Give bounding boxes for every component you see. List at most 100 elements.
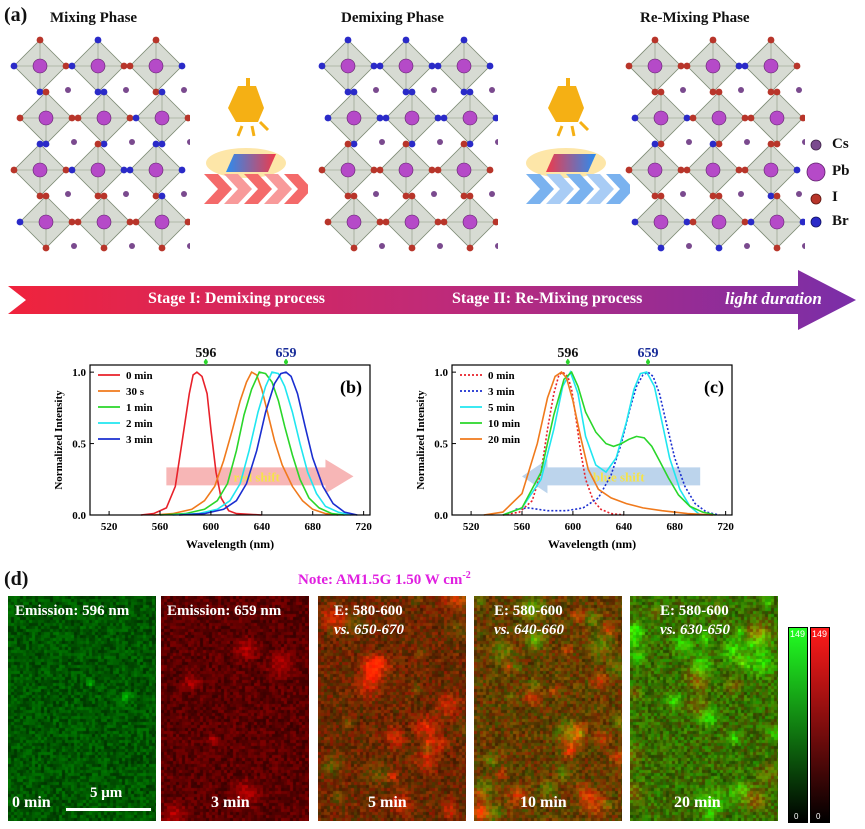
light-illumination-1	[206, 78, 286, 178]
legend-label: 10 min	[488, 418, 520, 430]
br-atom	[382, 114, 390, 122]
br-atom	[793, 166, 801, 174]
i-atom	[318, 166, 326, 174]
octahedron	[126, 140, 187, 200]
octahedron	[683, 36, 744, 96]
i-atom	[793, 62, 801, 70]
octahedron	[747, 192, 805, 252]
pb-atom	[456, 58, 472, 74]
y-tick-label: 1.0	[72, 367, 86, 379]
pl-map-0min: Emission: 596 nm 0 min 5 μm	[8, 596, 156, 821]
pb-atom	[705, 162, 721, 178]
cs-atom	[431, 87, 437, 93]
i-atom	[715, 192, 723, 200]
octahedron	[747, 88, 805, 148]
map-label: E: 580-600	[660, 603, 729, 619]
pb-atom	[711, 214, 727, 230]
x-tick-label: 520	[101, 521, 118, 533]
br-atom	[158, 192, 166, 200]
octahedron	[324, 192, 385, 252]
i-atom	[120, 62, 128, 70]
pb-atom	[647, 58, 663, 74]
i-atom	[683, 166, 691, 174]
i-atom	[657, 140, 665, 148]
i-atom	[10, 166, 18, 174]
i-atom	[16, 114, 24, 122]
pb-atom	[340, 162, 356, 178]
br-atom	[376, 62, 384, 70]
pb-atom	[705, 58, 721, 74]
br-atom	[492, 114, 498, 122]
series-line-3-min	[179, 371, 358, 516]
legend-pb: Pb	[832, 163, 850, 179]
legend-cs: Cs	[832, 136, 849, 152]
chevrons-blue	[526, 174, 630, 204]
cs-atom	[495, 243, 498, 249]
i-atom	[324, 218, 332, 226]
pb-atom	[38, 110, 54, 126]
i-atom	[434, 218, 442, 226]
panel-a-letter: (a)	[4, 4, 28, 26]
y-tick-label: 0.0	[72, 510, 86, 522]
br-atom	[36, 140, 44, 148]
octahedron	[10, 140, 71, 200]
crystal-structure-mixing	[10, 36, 190, 252]
cs-atom	[796, 191, 802, 197]
octahedron	[741, 140, 802, 200]
y-tick-label: 0.5	[434, 439, 448, 451]
br-atom	[402, 88, 410, 96]
cs-atom	[680, 191, 686, 197]
chart-c: blue shift 520 560 600 640 680 720 0.0 0.5 1.0 Wav…	[415, 346, 734, 551]
series-line-20-min	[483, 371, 713, 516]
x-axis-label: Wavelength (nm)	[548, 537, 636, 551]
pb-atom	[769, 110, 785, 126]
crystal-structure-remixing	[625, 36, 805, 252]
octahedron	[74, 88, 135, 148]
colorbar-min: 0	[794, 812, 799, 821]
map-label: E: 580-600	[494, 603, 563, 619]
octahedron	[68, 140, 129, 200]
octahedron	[74, 192, 135, 252]
i-atom	[466, 244, 474, 252]
legend-label: 0 min	[126, 370, 153, 382]
chevron-icon	[566, 174, 594, 204]
peak-label: 659	[276, 346, 297, 361]
i-atom	[460, 140, 468, 148]
br-atom	[402, 36, 410, 44]
plot-frame	[89, 364, 371, 516]
peak-marker-dot	[565, 360, 570, 364]
i-atom	[152, 88, 160, 96]
pb-atom	[462, 214, 478, 230]
cs-atom	[181, 191, 187, 197]
map-label-vs: vs. 640-660	[494, 622, 564, 638]
octahedron	[324, 88, 385, 148]
i-atom	[100, 244, 108, 252]
pb-atom	[462, 110, 478, 126]
i-atom	[42, 192, 50, 200]
i-atom	[747, 114, 755, 122]
octahedron	[689, 192, 750, 252]
i-atom	[126, 62, 134, 70]
pb-atom	[763, 162, 779, 178]
pb-atom	[154, 214, 170, 230]
br-atom	[94, 88, 102, 96]
br-atom-icon	[810, 216, 822, 228]
i-atom	[184, 218, 190, 226]
y-tick-label: 0.0	[434, 510, 448, 522]
octahedron	[16, 192, 77, 252]
i-atom	[492, 218, 498, 226]
shift-label: red shift	[234, 469, 281, 484]
br-atom	[767, 192, 775, 200]
pb-atom	[456, 162, 472, 178]
br-atom	[370, 62, 378, 70]
y-tick-label: 0.5	[72, 439, 86, 451]
i-atom	[402, 192, 410, 200]
map-label: E: 580-600	[334, 603, 403, 619]
octahedron	[625, 140, 686, 200]
br-atom	[318, 62, 326, 70]
map-time: 0 min	[12, 794, 51, 811]
i-atom	[486, 166, 494, 174]
i-atom	[94, 192, 102, 200]
x-tick-label: 600	[565, 521, 582, 533]
legend-label: 3 min	[126, 434, 153, 446]
